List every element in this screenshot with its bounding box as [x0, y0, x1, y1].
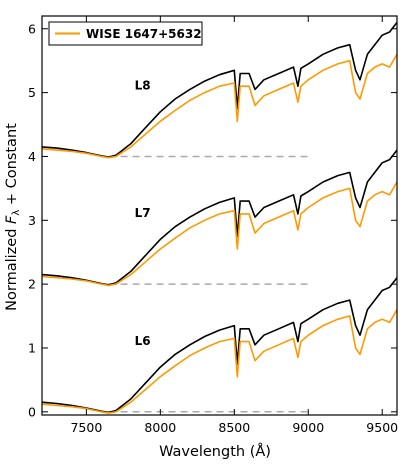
y-tick-label: 3 — [28, 213, 36, 228]
legend: WISE 1647+5632 — [48, 21, 203, 46]
template-spectrum-line-offset-2 — [41, 149, 398, 286]
target-spectrum-line-offset-2 — [41, 181, 398, 287]
target-spectrum-line-offset-0 — [41, 309, 398, 414]
target-spectrum-line-offset-4 — [41, 53, 398, 159]
y-tick-label: 1 — [28, 340, 36, 355]
annotations: L8 L7 L6 — [135, 78, 151, 347]
spectral-type-label: L8 — [135, 78, 151, 92]
y-tick-label: 6 — [28, 21, 36, 36]
x-axis-title: Wavelength (Å) — [159, 443, 271, 460]
y-axis-title: Normalized Fλ + Constant — [4, 123, 22, 311]
template-spectrum-line-offset-0 — [41, 277, 398, 414]
x-tick-label: 7500 — [70, 420, 102, 435]
x-tick-label: 9500 — [366, 420, 398, 435]
plot-frame — [41, 15, 398, 416]
spectral-type-label: L7 — [135, 206, 151, 220]
x-tick-label: 9000 — [292, 420, 324, 435]
y-tick-label: 5 — [28, 85, 36, 100]
x-tick-label: 8500 — [218, 420, 250, 435]
x-tick-label: 8000 — [144, 420, 176, 435]
spectral-type-label: L6 — [135, 334, 151, 348]
legend-box — [48, 21, 203, 46]
plot-layer — [41, 21, 398, 414]
legend-entry: WISE 1647+5632 — [86, 27, 202, 41]
template-spectrum-line-offset-4 — [41, 21, 398, 158]
axis-ticks: 7500 8000 8500 9000 9500 0 1 2 3 4 5 6 — [28, 16, 398, 435]
y-tick-label: 4 — [28, 149, 36, 164]
y-tick-label: 0 — [28, 404, 36, 419]
y-tick-label: 2 — [28, 277, 36, 292]
